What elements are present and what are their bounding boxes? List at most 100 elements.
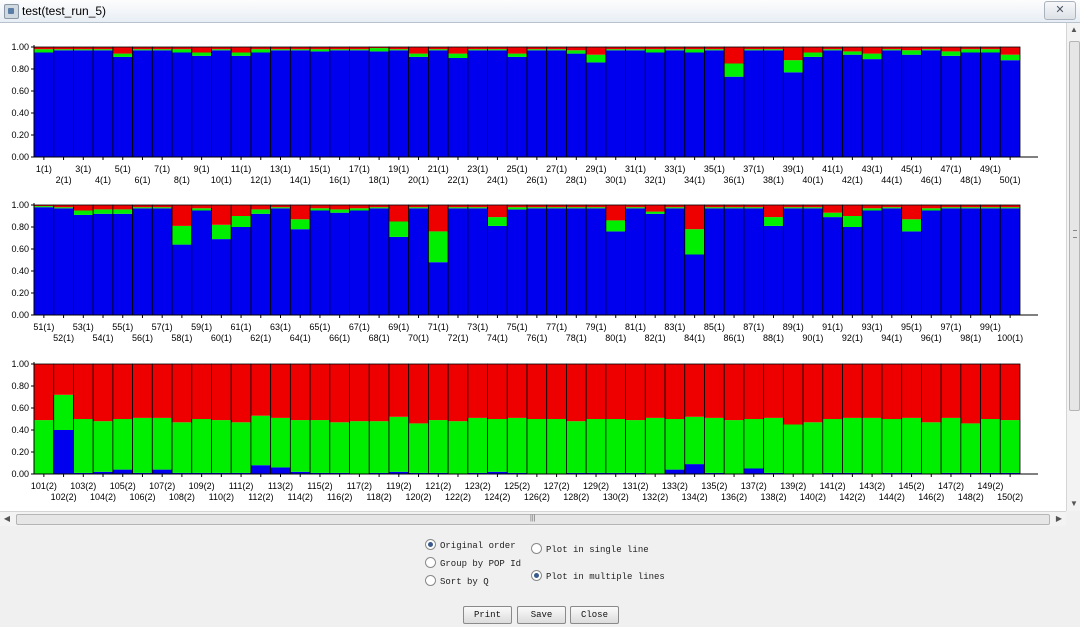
bar-segment-red: [1000, 205, 1020, 208]
bar-segment-red: [546, 364, 567, 419]
bar-segment-blue: [290, 471, 311, 474]
x-tick-label: 37(1): [743, 164, 764, 174]
bar-segment-red: [980, 47, 1001, 50]
bar-segment-green: [724, 420, 744, 474]
bar-segment-green: [34, 420, 54, 474]
bar-segment-green: [448, 421, 468, 474]
bar-segment-green: [842, 216, 863, 227]
vertical-scrollbar[interactable]: ▲ ▼: [1066, 23, 1080, 511]
bar-segment-green: [783, 60, 804, 73]
bar-segment-red: [704, 205, 725, 208]
bar-segment-blue: [842, 472, 863, 474]
print-button[interactable]: Print: [463, 606, 512, 624]
bar-segment-green: [527, 49, 547, 51]
x-tick-label: 114(2): [288, 492, 313, 502]
bar-segment-green: [191, 208, 212, 211]
bar-segment-red: [270, 47, 291, 50]
radio-plot-single-line[interactable]: Plot in single line: [531, 543, 649, 557]
x-tick-label: 89(1): [783, 322, 804, 332]
bar-segment-green: [310, 420, 330, 473]
x-tick-label: 109(2): [189, 481, 215, 491]
scroll-left-arrow-icon[interactable]: ◀: [3, 514, 11, 523]
bar-segment-green: [980, 49, 1001, 53]
y-tick-label: 0.60: [11, 403, 29, 413]
radio-sort-by-q[interactable]: Sort by Q: [425, 575, 489, 589]
x-tick-label: 123(2): [465, 481, 491, 491]
bar-segment-red: [408, 47, 429, 54]
bar-segment-red: [566, 47, 587, 51]
x-tick-label: 115(2): [307, 481, 332, 491]
bar-segment-red: [34, 47, 54, 50]
bar-segment-blue: [901, 54, 922, 158]
save-button[interactable]: Save: [517, 606, 566, 624]
bar-segment-blue: [329, 50, 350, 157]
bar-segment-blue: [448, 58, 468, 157]
scroll-right-arrow-icon[interactable]: ▶: [1055, 514, 1063, 523]
bar-segment-red: [684, 47, 705, 50]
bar-segment-green: [605, 419, 626, 473]
x-tick-label: 70(1): [408, 333, 429, 343]
bar-segment-green: [152, 207, 173, 209]
radio-selected-icon[interactable]: [425, 539, 436, 551]
x-tick-label: 145(2): [899, 481, 925, 491]
bar-segment-green: [1000, 207, 1020, 209]
y-tick-label: 0.80: [11, 381, 29, 391]
window-close-button[interactable]: ✕: [1044, 1, 1076, 20]
scroll-up-arrow-icon[interactable]: ▲: [1070, 25, 1078, 34]
bar-segment-red: [211, 364, 232, 421]
x-tick-label: 137(2): [741, 481, 767, 491]
bar-segment-green: [586, 207, 606, 209]
bar-segment-red: [93, 364, 113, 422]
radio-unselected-icon[interactable]: [531, 543, 542, 555]
bar-segment-blue: [290, 229, 311, 315]
x-tick-label: 148(2): [958, 492, 984, 502]
bar-segment-red: [448, 364, 468, 422]
radio-unselected-icon[interactable]: [425, 557, 436, 569]
bar-segment-blue: [408, 472, 429, 474]
bar-segment-red: [783, 205, 804, 208]
bar-segment-blue: [980, 472, 1001, 474]
radio-unselected-icon[interactable]: [425, 575, 436, 587]
x-tick-label: 80(1): [605, 333, 626, 343]
horizontal-scrollbar[interactable]: ◀ ||| ▶: [0, 511, 1066, 526]
x-tick-label: 4(1): [95, 175, 111, 185]
bar-segment-blue: [231, 55, 251, 157]
bar-segment-green: [546, 49, 567, 51]
radio-selected-icon[interactable]: [531, 570, 542, 582]
close-button[interactable]: Close: [570, 606, 619, 624]
bar-segment-red: [152, 47, 173, 50]
bar-segment-green: [231, 52, 251, 56]
bar-segment-green: [960, 207, 981, 209]
bar-segment-blue: [527, 208, 547, 315]
radio-plot-multiple-lines[interactable]: Plot in multiple lines: [531, 570, 665, 584]
bar-segment-blue: [428, 50, 449, 157]
x-tick-label: 19(1): [388, 164, 409, 174]
bar-segment-green: [211, 420, 232, 473]
x-tick-label: 71(1): [428, 322, 449, 332]
bar-segment-green: [467, 49, 488, 51]
bar-segment-red: [231, 205, 251, 216]
x-tick-label: 55(1): [112, 322, 133, 332]
x-tick-label: 85(1): [704, 322, 725, 332]
radio-group-by-pop-id[interactable]: Group by POP Id: [425, 557, 521, 571]
x-tick-label: 102(2): [51, 492, 77, 502]
bar-segment-blue: [487, 471, 508, 474]
plot-area: 1.00 0.80 0.60 0.40 0.20 0.00 1(1) 2(1) 3(1) 4(1)…: [0, 23, 1066, 511]
x-tick-label: 95(1): [901, 322, 922, 332]
bar-segment-green: [369, 421, 389, 473]
bar-segment-red: [34, 364, 54, 421]
bar-segment-red: [250, 364, 271, 416]
radio-original-order[interactable]: Original order: [425, 539, 516, 553]
x-tick-label: 6(1): [134, 175, 150, 185]
horizontal-scroll-thumb[interactable]: [16, 514, 1050, 525]
x-tick-label: 22(1): [447, 175, 468, 185]
bar-segment-green: [93, 421, 113, 472]
scroll-down-arrow-icon[interactable]: ▼: [1070, 499, 1078, 508]
bar-segment-red: [586, 47, 606, 55]
x-tick-label: 79(1): [586, 322, 607, 332]
bar-segment-blue: [172, 52, 192, 157]
bar-segment-red: [921, 205, 942, 209]
bar-segment-red: [881, 205, 902, 208]
bar-segment-green: [783, 207, 804, 209]
vertical-scroll-thumb[interactable]: [1069, 41, 1080, 411]
